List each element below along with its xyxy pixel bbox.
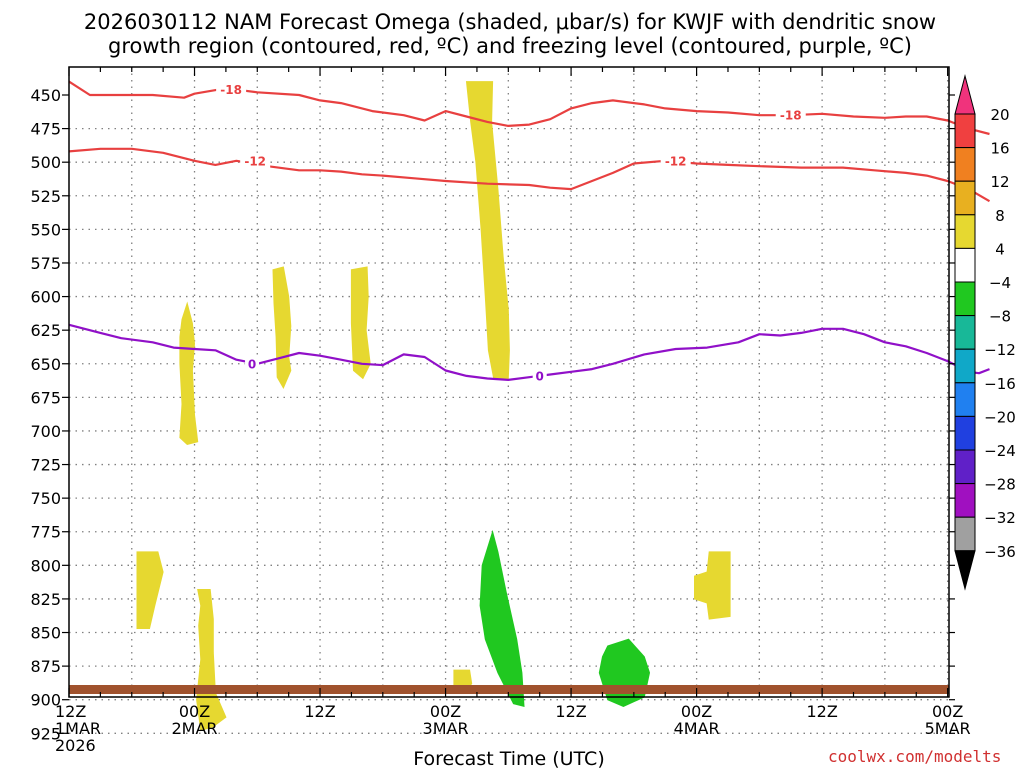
colorbar-label: −28 (984, 476, 1016, 494)
contour-lines: -18 -18 -12 -12 0 0 (68, 80, 991, 384)
colorbar-segment (954, 449, 976, 485)
colorbar-segment (954, 348, 976, 384)
x-tick-label: 00Z (179, 702, 210, 721)
contour-label-bg (660, 152, 691, 169)
colorbar-label: −36 (984, 543, 1016, 561)
x-tick-label: 2MAR (171, 719, 217, 738)
colorbar-label: −4 (989, 274, 1011, 292)
contour-label-bg (240, 152, 271, 169)
contour-label: 0 (248, 357, 256, 371)
terrain-ground-strip (69, 685, 949, 694)
colorbar-label: 12 (990, 173, 1009, 191)
y-tick-label: 675 (30, 388, 61, 407)
colorbar: 20 16 12 8 4 −4 −8 −12 −16 −20 −24 −28 −32 −36 (954, 74, 1016, 591)
y-tick-label: 775 (30, 523, 61, 542)
colorbar-label: 4 (995, 240, 1005, 258)
contour-label-bg (216, 81, 247, 98)
colorbar-segment (954, 483, 976, 518)
gridlines (69, 67, 949, 734)
colorbar-bottom-triangle (954, 550, 976, 591)
colorbar-segment (954, 247, 976, 283)
x-axis-title: Forecast Time (UTC) (413, 748, 604, 768)
y-tick-label: 700 (30, 422, 61, 441)
x-tick-label: 3MAR (423, 719, 469, 738)
colorbar-label: −8 (989, 308, 1011, 326)
colorbar-label: 8 (995, 207, 1005, 225)
contour-label: -12 (244, 154, 266, 168)
y-tick-label: 850 (30, 624, 61, 643)
rising-omega-region (179, 301, 199, 445)
x-tick-label: 4MAR (674, 719, 720, 738)
x-tick-label: 1MAR (55, 719, 101, 738)
colorbar-label: 20 (990, 106, 1009, 124)
credit-text: coolwx.com/modelts (828, 747, 1001, 766)
rising-omega-region (465, 81, 510, 379)
dgz-warm-contour (68, 147, 991, 203)
colorbar-segment (954, 415, 976, 451)
y-tick-label: 550 (30, 220, 61, 239)
contour-label-bg (775, 107, 806, 124)
y-tick-label: 500 (30, 153, 61, 172)
y-tick-label: 450 (30, 86, 61, 105)
colorbar-segment (954, 180, 976, 216)
y-tick-label: 825 (30, 590, 61, 609)
colorbar-segment (954, 214, 976, 249)
plot-frame (68, 66, 950, 698)
x-tick-label: 12Z (555, 702, 586, 721)
x-tick-label: 00Z (681, 702, 712, 721)
colorbar-segment (954, 281, 976, 317)
x-tick-label: 2026 (55, 736, 96, 755)
y-tick-label: 800 (30, 556, 61, 575)
colorbar-segment (954, 113, 976, 149)
colorbar-label: −16 (984, 375, 1016, 393)
freezing-level-contour (68, 323, 990, 381)
x-tick-label: 12Z (55, 702, 86, 721)
x-tick-label: 5MAR (925, 719, 971, 738)
y-tick-label: 475 (30, 120, 61, 139)
y-tick-label: 875 (30, 657, 61, 676)
x-tick-label: 12Z (806, 702, 837, 721)
rising-omega-region (694, 551, 731, 620)
rising-omega-region (136, 551, 164, 629)
y-tick-label: 525 (30, 187, 61, 206)
colorbar-top-triangle (954, 74, 976, 115)
x-tick-label: 00Z (430, 702, 461, 721)
y-tick-label: 650 (30, 355, 61, 374)
colorbar-segment (954, 516, 976, 552)
y-tick-label: 600 (30, 288, 61, 307)
colorbar-label: 16 (990, 140, 1009, 158)
rising-omega-region (196, 589, 227, 732)
x-tick-label: 00Z (932, 702, 963, 721)
colorbar-segment (954, 382, 976, 417)
contour-label-bg (532, 367, 547, 384)
y-tick-label: 900 (30, 691, 61, 710)
chart-title-line-2: growth region (contoured, red, ºC) and f… (108, 34, 912, 58)
y-tick-label: 575 (30, 254, 61, 273)
y-axis-ticks: 450 475 500 525 550 575 600 625 650 675 700 725 750 7… (30, 86, 955, 743)
contour-label: -18 (220, 83, 242, 97)
colorbar-segment (954, 147, 976, 182)
colorbar-label: −12 (984, 341, 1016, 359)
sinking-omega-region (479, 529, 525, 708)
y-tick-label: 625 (30, 321, 61, 340)
contour-label: -12 (665, 154, 687, 168)
colorbar-label: −24 (984, 442, 1016, 460)
contour-label-bg (245, 355, 260, 372)
colorbar-label: −32 (984, 509, 1016, 527)
y-tick-label: 725 (30, 456, 61, 475)
colorbar-label: −20 (984, 408, 1016, 426)
contour-label: -18 (780, 109, 802, 123)
y-tick-label: 925 (30, 724, 61, 743)
plot-area (69, 67, 949, 697)
chart-title-line-1: 2026030112 NAM Forecast Omega (shaded, μ… (84, 10, 936, 34)
contour-label: 0 (536, 369, 544, 383)
colorbar-segment (954, 315, 976, 350)
x-tick-label: 12Z (304, 702, 335, 721)
y-tick-label: 750 (30, 489, 61, 508)
